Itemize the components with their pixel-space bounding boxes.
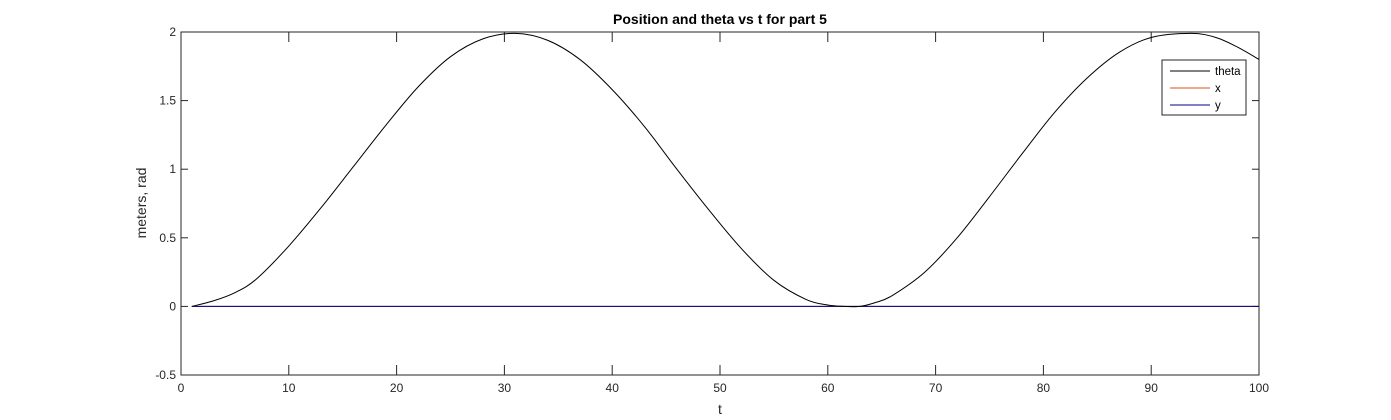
x-tick-label: 30 bbox=[498, 381, 512, 395]
y-axis: -0.5 0 0.5 1 1.5 2 bbox=[155, 25, 1259, 382]
y-tick-label: 1 bbox=[169, 162, 176, 176]
x-tick-label: 0 bbox=[178, 381, 185, 395]
x-tick-label: 60 bbox=[821, 381, 835, 395]
y-tick-label: 0.5 bbox=[159, 231, 176, 245]
x-tick-label: 80 bbox=[1037, 381, 1051, 395]
series-line-theta bbox=[191, 32, 1260, 308]
x-axis-label: t bbox=[718, 401, 722, 417]
x-tick-label: 90 bbox=[1145, 381, 1159, 395]
x-tick-label: 10 bbox=[282, 381, 296, 395]
legend-label-x: x bbox=[1215, 83, 1221, 95]
y-tick-label: 0 bbox=[169, 299, 176, 313]
legend-label-theta: theta bbox=[1215, 66, 1241, 78]
x-tick-label: 50 bbox=[713, 381, 727, 395]
y-tick-label: 2 bbox=[169, 25, 176, 39]
chart-title: Position and theta vs t for part 5 bbox=[613, 11, 827, 27]
x-tick-label: 100 bbox=[1249, 381, 1269, 395]
y-axis-label: meters, rad bbox=[133, 168, 149, 239]
x-axis: 0 10 20 30 40 50 60 70 80 90 100 bbox=[178, 32, 1269, 395]
y-tick-label: 1.5 bbox=[159, 94, 176, 108]
x-tick-label: 40 bbox=[606, 381, 620, 395]
x-tick-label: 20 bbox=[390, 381, 404, 395]
plot-area bbox=[180, 31, 1260, 376]
plot-lines bbox=[191, 32, 1260, 308]
y-tick-label: -0.5 bbox=[155, 368, 176, 382]
legend-label-y: y bbox=[1215, 100, 1221, 112]
legend[interactable]: theta xy bbox=[1161, 59, 1247, 116]
x-tick-label: 70 bbox=[929, 381, 943, 395]
